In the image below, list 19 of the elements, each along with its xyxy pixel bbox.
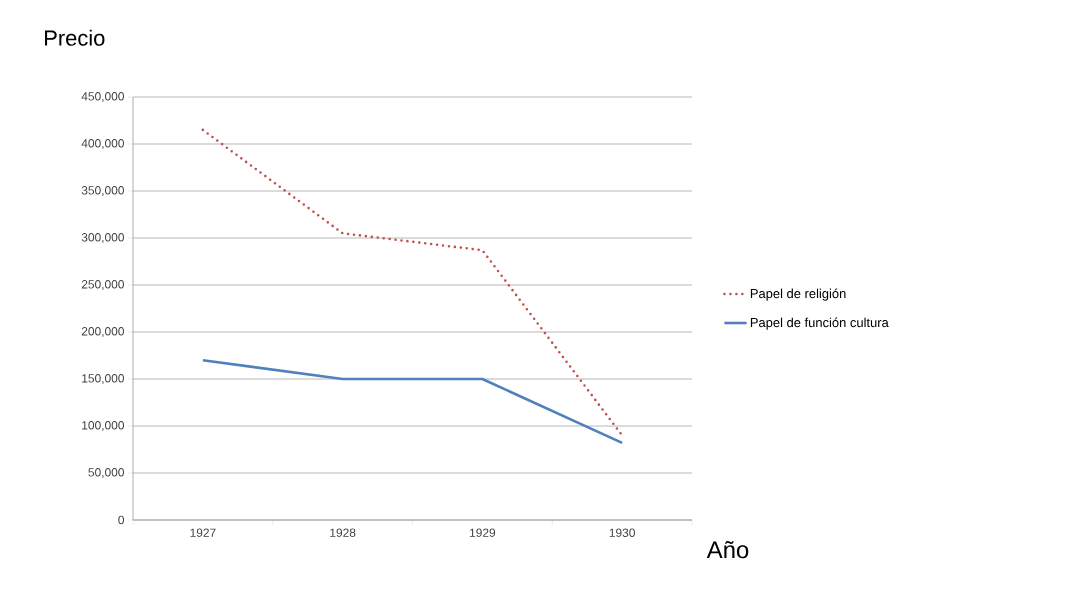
y-tick-label: 200,000: [81, 327, 125, 337]
y-tick-label: 250,000: [81, 280, 125, 290]
y-tick-label: 50,000: [88, 468, 125, 478]
line-series: [201, 128, 624, 437]
y-tick-label: 150,000: [82, 374, 125, 384]
y-tick-label: 100,000: [82, 421, 125, 431]
x-tick-label: 1927: [190, 528, 216, 537]
x-tick-label: 1928: [330, 528, 356, 537]
y-axis-title: Precio: [45, 29, 105, 46]
y-tick-label: 0: [118, 515, 125, 525]
legend-label: Papel de función cultura: [750, 317, 889, 330]
y-tick-label: 350,000: [81, 186, 125, 196]
x-tick-label: 1929: [469, 528, 496, 537]
y-tick-label: 400,000: [81, 139, 125, 149]
legend-label: Papel de religión: [750, 288, 846, 301]
y-tick-label: 300,000: [81, 233, 125, 243]
x-tick-label: 1930: [609, 528, 635, 537]
x-axis-title: Año: [706, 540, 749, 559]
y-tick-label: 450,000: [81, 92, 125, 102]
